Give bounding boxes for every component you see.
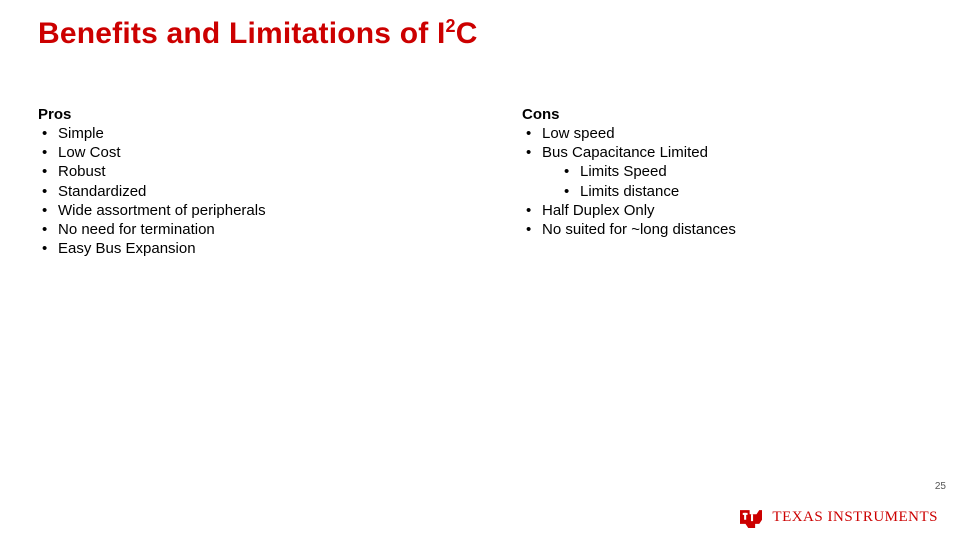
slide-title: Benefits and Limitations of I2C (38, 16, 478, 51)
title-post: C (456, 17, 478, 50)
brand-t2b: NSTRUMENTS (833, 509, 938, 525)
pros-heading: Pros (38, 106, 438, 123)
content-columns: Pros Simple Low Cost Robust Standardized… (38, 106, 922, 258)
title-sup: 2 (446, 16, 456, 36)
list-subitem: Limits Speed (562, 162, 922, 181)
list-item: No need for termination (40, 220, 438, 239)
cons-list: Low speed Bus Capacitance Limited Limits… (522, 124, 922, 239)
list-item: Low Cost (40, 143, 438, 162)
page-number: 25 (935, 481, 946, 492)
cons-sublist: Limits Speed Limits distance (542, 162, 922, 200)
ti-chip-icon (737, 506, 765, 528)
list-subitem: Limits distance (562, 182, 922, 201)
brand-text: TEXAS INSTRUMENTS (772, 509, 938, 526)
title-pre: Benefits and Limitations of I (38, 17, 446, 50)
list-item: Low speed (524, 124, 922, 143)
list-item: Half Duplex Only (524, 201, 922, 220)
pros-column: Pros Simple Low Cost Robust Standardized… (38, 106, 458, 258)
brand-t1a: T (772, 509, 782, 525)
cons-heading: Cons (522, 106, 922, 123)
pros-list: Simple Low Cost Robust Standardized Wide… (38, 124, 438, 258)
list-item: Robust (40, 162, 438, 181)
list-item: Easy Bus Expansion (40, 239, 438, 258)
brand-t1b: EXAS (782, 509, 827, 525)
list-item-text: Bus Capacitance Limited (542, 144, 708, 161)
cons-column: Cons Low speed Bus Capacitance Limited L… (458, 106, 922, 258)
list-item: No suited for ~long distances (524, 220, 922, 239)
brand-logo: TEXAS INSTRUMENTS (737, 506, 938, 528)
list-item: Simple (40, 124, 438, 143)
list-item: Bus Capacitance Limited Limits Speed Lim… (524, 143, 922, 201)
list-item: Wide assortment of peripherals (40, 201, 438, 220)
list-item: Standardized (40, 182, 438, 201)
